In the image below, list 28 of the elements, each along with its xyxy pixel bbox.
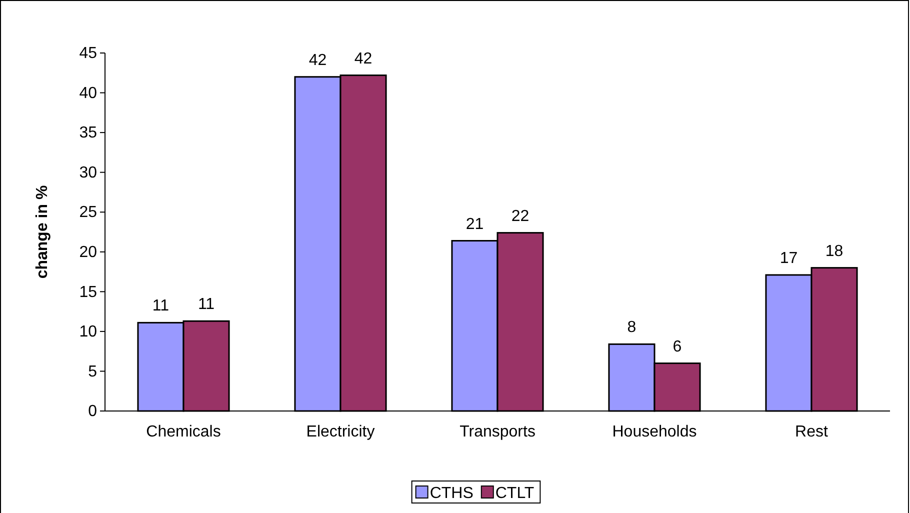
x-tick-label: Households — [612, 423, 697, 440]
x-tick-label: Rest — [795, 423, 828, 440]
y-tick-label: 0 — [88, 403, 98, 420]
y-tick-label: 10 — [79, 324, 98, 341]
data-label: 11 — [152, 298, 170, 315]
x-tick-label: Transports — [460, 423, 536, 440]
legend-label: CTLT — [495, 485, 534, 502]
data-label: 42 — [308, 52, 327, 69]
data-label: 8 — [627, 319, 636, 336]
x-tick-label: Electricity — [306, 423, 375, 440]
data-label: 6 — [672, 338, 682, 356]
data-label: 21 — [466, 216, 484, 233]
y-tick-label: 15 — [79, 284, 98, 301]
data-label: 17 — [780, 250, 798, 267]
legend-label: CTHS — [430, 485, 474, 502]
data-label: 42 — [354, 50, 372, 68]
data-label: 11 — [198, 296, 215, 314]
y-tick-label: 25 — [79, 204, 98, 222]
y-tick-label: 45 — [79, 45, 98, 62]
y-tick-label: 40 — [79, 84, 98, 102]
y-axis-title: change in % — [34, 185, 51, 279]
x-tick-label: Chemicals — [146, 423, 221, 440]
y-tick-label: 20 — [79, 244, 98, 262]
y-tick-label: 35 — [79, 124, 98, 142]
data-label: 22 — [511, 208, 530, 225]
y-tick-label: 5 — [88, 363, 98, 380]
y-tick-label: 30 — [79, 164, 98, 182]
data-label: 18 — [825, 242, 844, 260]
